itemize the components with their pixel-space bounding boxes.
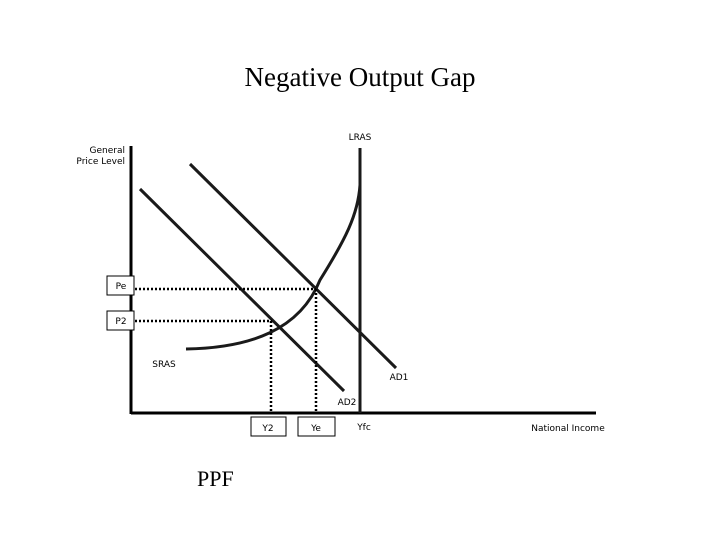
p2-box: [106, 310, 135, 331]
sras-label: SRAS: [152, 360, 176, 370]
ad2-label: AD2: [338, 398, 357, 408]
yfc-label: Yfc: [356, 423, 371, 433]
ye-box: [297, 416, 336, 437]
ad1-line: [188, 162, 398, 370]
ad2-line: [138, 187, 346, 393]
x-axis-label: National Income: [531, 424, 605, 434]
diagram-title: Negative Output Gap: [244, 62, 476, 92]
pe-box: [106, 275, 135, 296]
y-axis-label-line1: General: [90, 146, 125, 156]
y2-box: [250, 416, 287, 437]
lras-label: LRAS: [349, 133, 372, 143]
footer-label: PPF: [197, 466, 234, 491]
ye-label: Ye: [310, 424, 321, 434]
y-axis-label-line2: Price Level: [76, 157, 125, 167]
y2-label: Y2: [261, 424, 273, 434]
ad1-label: AD1: [390, 373, 409, 383]
p2-label: P2: [115, 317, 126, 327]
sras-curve: [185, 184, 362, 351]
pe-label: Pe: [116, 282, 127, 292]
